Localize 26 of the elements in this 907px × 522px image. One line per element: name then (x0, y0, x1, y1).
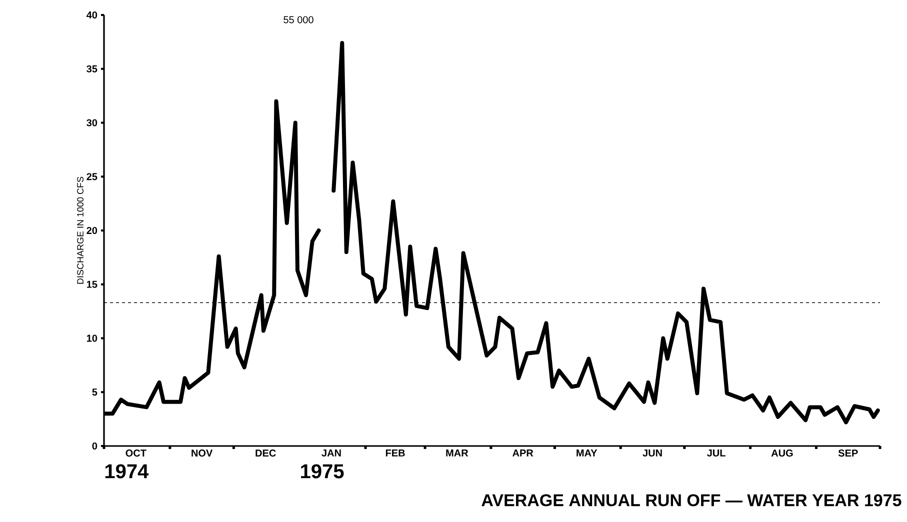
x-tick-label: NOV (192, 450, 213, 457)
x-tick-label: AUG (771, 450, 793, 457)
x-tick-label: MAR (446, 450, 468, 456)
x-tick-label: JUL (707, 450, 726, 457)
x-tick-label: JAN (322, 450, 341, 457)
y-tick-label: 20 (86, 226, 98, 234)
x-tick-label: FEB (386, 450, 405, 456)
y-tick-label: 5 (92, 388, 98, 396)
x-tick-label: JUN (642, 450, 662, 457)
x-tick-label: APR (512, 450, 534, 456)
y-tick-label: 25 (86, 173, 98, 180)
text: AVERAGE ANNUAL RUN OFF — WATER YEAR 1975 (482, 494, 902, 506)
y-tick-label: 0 (92, 442, 98, 450)
annotation: 55 000 (284, 16, 314, 24)
x-tick-label: OCT (126, 450, 146, 457)
y-axis-title: DISCHARGE IN 1000 CFS (77, 176, 84, 284)
x-tick-label: DEC (256, 450, 276, 457)
x-tick-label: SEP (838, 450, 858, 457)
text: 1974 (105, 464, 149, 478)
y-tick-label: 40 (86, 11, 98, 19)
x-tick-label: MAY (576, 450, 598, 456)
y-tick-label: 30 (86, 119, 98, 126)
text: 1975 (301, 464, 344, 478)
y-tick-label: 15 (86, 280, 98, 288)
y-tick-label: 10 (86, 334, 98, 342)
y-tick-label: 35 (86, 65, 98, 72)
